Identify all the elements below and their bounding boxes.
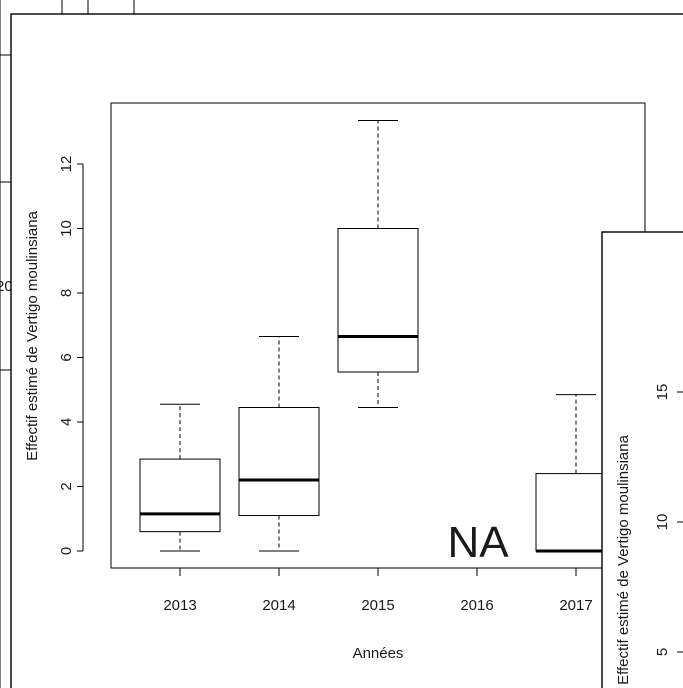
y-tick-label: 0 — [58, 547, 75, 555]
x-tick-label: 2015 — [361, 597, 394, 614]
secondary-y-tick-label: 10 — [654, 514, 671, 531]
x-tick-label: 2016 — [460, 597, 493, 614]
plot-window-main: 0 2 4 6 8 10 12 2013 2014 2015 2016 2017 Effectif … — [10, 13, 683, 688]
x-tick-label: 2017 — [559, 597, 592, 614]
box-2014 — [238, 336, 320, 552]
box-2013 — [139, 403, 221, 552]
x-tick-label: 2014 — [262, 597, 295, 614]
box-body — [238, 406, 320, 517]
y-tick-label: 8 — [58, 289, 75, 297]
secondary-y-axis: 5 10 15 — [654, 384, 683, 656]
y-tick-label: 10 — [58, 220, 75, 237]
secondary-y-tick-label: 5 — [654, 648, 671, 656]
box-body — [337, 228, 419, 373]
secondary-y-axis-label: Effectif estimé de Vertigo moulinsiana — [615, 434, 632, 685]
box-body — [139, 458, 221, 533]
y-axis: 0 2 4 6 8 10 12 — [58, 156, 84, 555]
y-tick-label: 2 — [58, 482, 75, 490]
y-tick-label: 6 — [58, 353, 75, 361]
x-tick-label: 2013 — [163, 597, 196, 614]
y-tick-label: 4 — [58, 418, 75, 426]
plot-window-secondary: Effectif estimé de Vertigo moulinsiana 5… — [601, 231, 683, 688]
x-axis: 2013 2014 2015 2016 2017 — [163, 567, 593, 614]
x-axis-label: Années — [353, 645, 404, 662]
y-axis-label: Effectif estimé de Vertigo moulinsiana — [24, 210, 41, 461]
box-2015 — [337, 119, 419, 408]
background-window-fragment: 20 — [0, 0, 135, 688]
background-tick-label: 20 — [0, 278, 13, 295]
secondary-y-tick-label: 15 — [654, 384, 671, 401]
y-tick-label: 12 — [58, 156, 75, 173]
na-annotation: NA — [447, 518, 509, 567]
